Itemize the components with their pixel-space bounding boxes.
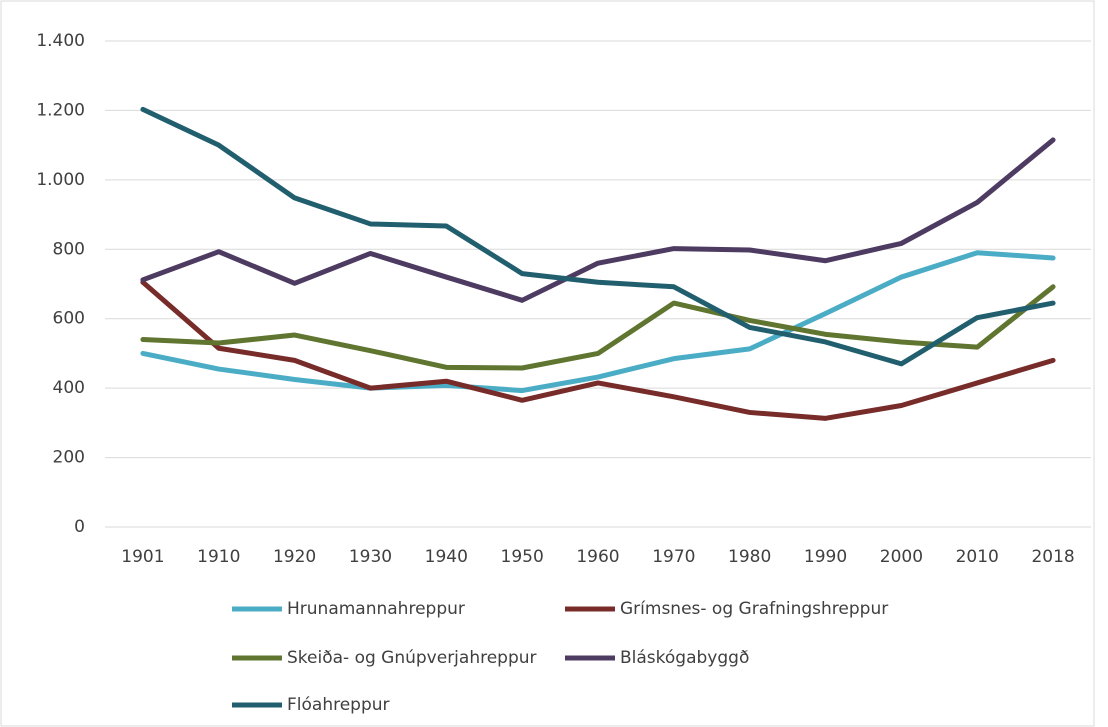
x-tick-label: 1980 [728,547,771,567]
legend-label: Skeiða- og Gnúpverjahreppur [287,648,537,668]
series-line [140,284,1056,371]
y-tick-label: 1.400 [36,31,85,51]
x-tick-label: 1960 [576,547,619,567]
legend-label: Flóahreppur [287,695,390,715]
y-tick-label: 1.000 [36,170,85,190]
x-tick-label: 1940 [425,547,468,567]
x-tick-label: 2000 [880,547,923,567]
legend-label: Bláskógabyggð [620,648,749,668]
y-tick-label: 600 [53,309,85,329]
x-tick-label: 1990 [804,547,847,567]
series-line [140,137,1056,303]
y-tick-label: 0 [74,517,85,537]
x-tick-label: 2010 [956,547,999,567]
series-line [140,250,1056,394]
x-tick-label: 1950 [501,547,544,567]
legend-label: Grímsnes- og Grafningshreppur [620,599,888,619]
x-tick-label: 1920 [273,547,316,567]
x-tick-label: 1970 [652,547,695,567]
x-tick-label: 1910 [197,547,240,567]
y-tick-label: 400 [53,378,85,398]
x-tick-label: 2018 [1031,547,1074,567]
x-tick-label: 1901 [121,547,164,567]
y-tick-label: 1.200 [36,100,85,120]
y-tick-label: 800 [53,239,85,259]
y-tick-label: 200 [53,448,85,468]
legend-label: Hrunamannahreppur [287,599,465,619]
series-line [140,106,1056,367]
series-line [140,279,1056,421]
x-tick-label: 1930 [349,547,392,567]
